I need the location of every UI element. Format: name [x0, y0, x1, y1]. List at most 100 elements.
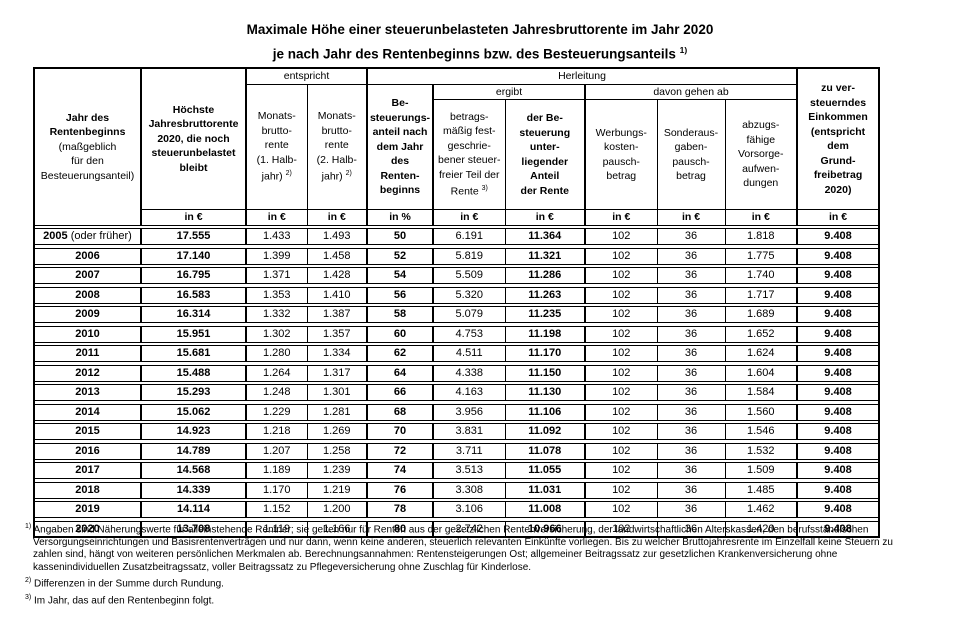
cell-value: 11.031: [504, 481, 586, 499]
cell-value: 1.509: [724, 462, 798, 479]
cell-value: 11.055: [504, 462, 586, 479]
table-row: 2011 15.681 1.280 1.334 62 4.511 11.170 102 36 1.…: [33, 345, 880, 362]
footnote-1: 1) Angaben sind Näherungswerte für allei…: [25, 523, 893, 573]
cell-value: 5.320: [432, 286, 506, 304]
table-row: 2008 16.583 1.353 1.410 56 5.320 11.263 102 36 1.…: [33, 286, 880, 304]
cell-value: 36: [656, 520, 726, 538]
cell-value: 3.513: [432, 462, 506, 479]
cell-value: 78: [366, 501, 434, 518]
footnote-marker: 2): [25, 577, 32, 585]
table-row: 2005 (oder früher) 17.555 1.433 1.493 50 6.19…: [33, 228, 880, 245]
table-body: 2005 (oder früher) 17.555 1.433 1.493 50 6.19…: [33, 225, 880, 538]
cell-value: 102: [584, 520, 658, 538]
span-header-davon-gehen-ab: davon gehen ab: [583, 83, 798, 100]
footnotes: 1) Angaben sind Näherungswerte für allei…: [25, 521, 915, 609]
cell-value: 1.229: [245, 403, 308, 421]
cell-value: 1.264: [245, 364, 308, 382]
cell-value: 3.831: [432, 423, 506, 440]
table-row: 2006 17.140 1.399 1.458 52 5.819 11.321 102 36 1.…: [33, 247, 880, 265]
cell-value: 1.387: [306, 306, 368, 323]
header-sonderausgabenpauschbetrag: Sonderaus- gaben- pausch- betrag: [656, 99, 726, 210]
cell-value: 80: [366, 520, 434, 538]
cell-value: 1.818: [724, 228, 798, 245]
unit-cell: in €: [140, 209, 247, 226]
cell-value: 36: [656, 267, 726, 284]
cell-value: 102: [584, 267, 658, 284]
cell-value: 11.198: [504, 325, 586, 343]
cell-jahr: 2020: [33, 520, 142, 538]
cell-value: 9.408: [796, 442, 880, 460]
cell-value: 1.532: [724, 442, 798, 460]
unit-cell: in €: [306, 209, 368, 226]
cell-value: 9.408: [796, 364, 880, 382]
cell-value: 36: [656, 481, 726, 499]
cell-jahr: 2018: [33, 481, 142, 499]
cell-value: 11.008: [504, 501, 586, 518]
header-row-details: betrags- mäßig fest- geschrie- bener ste…: [34, 99, 879, 210]
cell-jahr: 2017: [33, 462, 142, 479]
cell-jahr: 2008: [33, 286, 142, 304]
cell-value: 102: [584, 286, 658, 304]
cell-value: 1.624: [724, 345, 798, 362]
cell-value: 36: [656, 462, 726, 479]
unit-cell: in %: [366, 209, 434, 226]
cell-value: 1.433: [245, 228, 308, 245]
cell-value: 9.408: [796, 306, 880, 323]
cell-value: 1.258: [306, 442, 368, 460]
cell-value: 9.408: [796, 481, 880, 499]
cell-value: 9.408: [796, 267, 880, 284]
table-row: 2018 14.339 1.170 1.219 76 3.308 11.031 102 36 1.…: [33, 481, 880, 499]
cell-jahr: 2011: [33, 345, 142, 362]
cell-value: 1.170: [245, 481, 308, 499]
cell-value: 58: [366, 306, 434, 323]
cell-value: 1.493: [306, 228, 368, 245]
cell-value: 50: [366, 228, 434, 245]
unit-cell: in €: [656, 209, 726, 226]
cell-jahr: 2016: [33, 442, 142, 460]
table-row: 2016 14.789 1.207 1.258 72 3.711 11.078 102 36 1.…: [33, 442, 880, 460]
cell-value: 1.200: [306, 501, 368, 518]
cell-value: 1.560: [724, 403, 798, 421]
cell-value: 70: [366, 423, 434, 440]
cell-value: 9.408: [796, 403, 880, 421]
cell-value: 5.819: [432, 247, 506, 265]
table-row: 2007 16.795 1.371 1.428 54 5.509 11.286 102 36 1.…: [33, 267, 880, 284]
cell-value: 62: [366, 345, 434, 362]
cell-value: 1.332: [245, 306, 308, 323]
cell-value: 1.371: [245, 267, 308, 284]
span-header-entspricht: entspricht: [245, 67, 368, 85]
cell-value: 66: [366, 384, 434, 401]
cell-value: 76: [366, 481, 434, 499]
cell-value: 17.555: [140, 228, 247, 245]
cell-value: 11.106: [504, 403, 586, 421]
cell-value: 1.317: [306, 364, 368, 382]
cell-jahr: 2009: [33, 306, 142, 323]
cell-value: 15.293: [140, 384, 247, 401]
header-besteuerungsanteil: Be- steuerungs- anteil nach dem Jahr des…: [366, 83, 434, 210]
cell-value: 11.263: [504, 286, 586, 304]
cell-value: 54: [366, 267, 434, 284]
cell-value: 1.485: [724, 481, 798, 499]
cell-value: 14.568: [140, 462, 247, 479]
cell-value: 15.681: [140, 345, 247, 362]
header-monatsbruttorente-1: Monats- brutto- rente (1. Halb- jahr) 2): [245, 83, 308, 210]
header-hoechste-jahresbruttorente: Höchste Jahresbruttorente 2020, die noch…: [140, 67, 247, 210]
cell-value: 1.399: [245, 247, 308, 265]
cell-value: 102: [584, 442, 658, 460]
cell-value: 1.301: [306, 384, 368, 401]
cell-value: 102: [584, 228, 658, 245]
cell-value: 15.951: [140, 325, 247, 343]
unit-cell: in €: [432, 209, 506, 226]
footnote-ref-2: 2): [285, 170, 292, 178]
cell-value: 14.114: [140, 501, 247, 518]
cell-value: 11.150: [504, 364, 586, 382]
cell-value: 102: [584, 345, 658, 362]
cell-jahr: 2007: [33, 267, 142, 284]
cell-value: 3.308: [432, 481, 506, 499]
cell-value: 9.408: [796, 423, 880, 440]
cell-value: 1.717: [724, 286, 798, 304]
cell-value: 36: [656, 286, 726, 304]
table-row: 2010 15.951 1.302 1.357 60 4.753 11.198 102 36 1.…: [33, 325, 880, 343]
cell-value: 74: [366, 462, 434, 479]
header-text-bold: Jahr des Rentenbeginns: [49, 111, 126, 139]
